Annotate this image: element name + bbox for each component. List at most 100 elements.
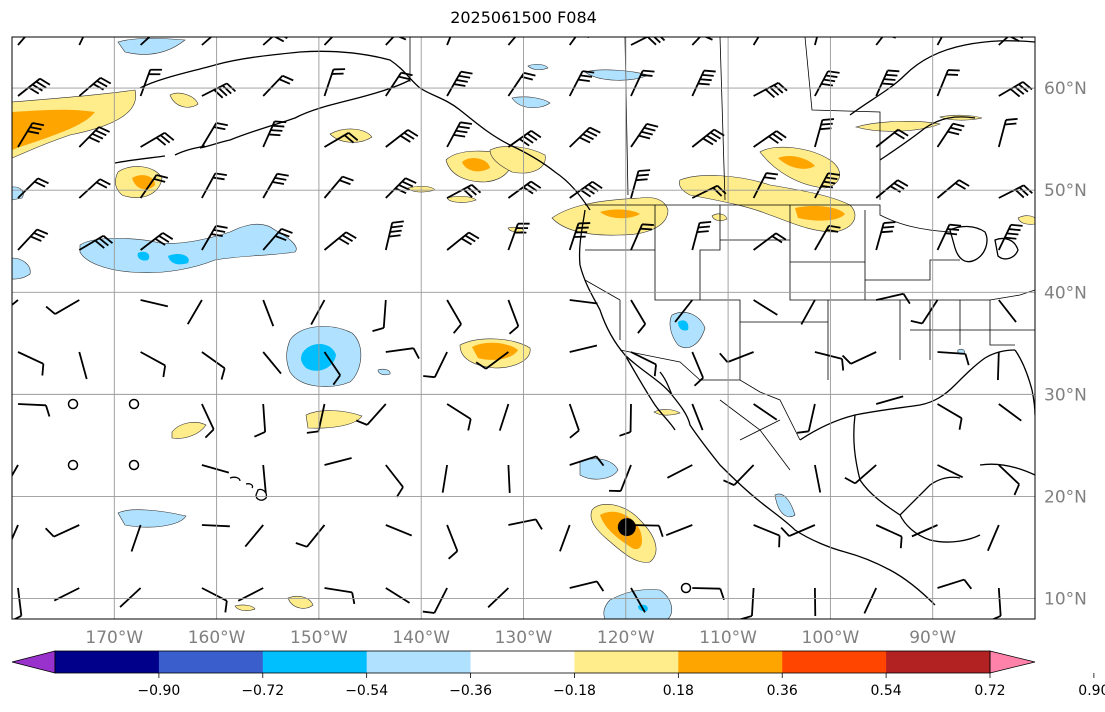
wind-barb <box>691 220 712 251</box>
wind-barb <box>875 128 909 148</box>
colorbar: −0.90 −0.72 −0.54 −0.36 −0.18 0.18 0.36 0.54 0.7… <box>11 650 1105 699</box>
barb-feather <box>162 232 174 240</box>
barb-feather <box>452 323 462 334</box>
barb-staff <box>937 464 964 479</box>
barb-staff <box>569 455 597 466</box>
barb-feather <box>581 30 592 33</box>
wind-barb <box>262 464 267 493</box>
barb-feather <box>535 518 543 530</box>
strong-positive-anomaly-area <box>462 158 490 172</box>
barb-feather <box>653 364 657 377</box>
wind-barb <box>17 177 49 199</box>
wind-barb <box>753 524 781 548</box>
barb-staff <box>752 37 760 46</box>
colorbar-extend-low <box>11 650 56 674</box>
wind-barb <box>12 464 19 478</box>
wind-barb <box>78 234 114 251</box>
coastline-baja <box>624 354 676 431</box>
strong-negative-anomaly-area <box>678 320 689 331</box>
wind-barb <box>385 464 404 498</box>
barb-feather <box>98 126 110 133</box>
barb-feather <box>1013 483 1020 496</box>
barb-feather <box>771 235 783 244</box>
wind-barb <box>910 299 939 325</box>
barb-feather <box>341 234 353 242</box>
barb-feather <box>530 180 542 189</box>
latitude-label: 50°N <box>1044 181 1087 201</box>
barb-feather <box>89 24 101 25</box>
wind-barb <box>630 37 666 46</box>
border-us-states <box>584 205 1035 380</box>
wind-barb <box>630 69 655 97</box>
barb-feather <box>949 25 961 27</box>
barb-feather <box>391 225 403 229</box>
barb-feather <box>407 129 419 137</box>
wind-barb <box>936 122 965 148</box>
barb-feather <box>339 179 351 186</box>
wind-barb <box>936 179 970 199</box>
wind-barb <box>666 464 693 479</box>
wind-barb <box>507 130 542 148</box>
wind-barb <box>186 299 203 325</box>
barb-feather <box>777 82 788 92</box>
wind-barb <box>310 299 326 326</box>
barb-feather <box>213 89 224 99</box>
wind-barb <box>691 128 725 148</box>
barb-feather <box>155 136 167 146</box>
barb-staff <box>987 524 1000 552</box>
barb-staff <box>17 351 44 365</box>
barb-staff <box>569 580 598 589</box>
barb-staff <box>433 587 448 614</box>
wind-barb <box>753 82 788 99</box>
barb-feather <box>219 30 229 36</box>
barb-staff <box>201 37 213 46</box>
wind-barb <box>997 351 1000 381</box>
barb-feather <box>33 232 45 239</box>
barb-staff <box>323 351 341 376</box>
latitude-labels: 60°N 50°N 40°N 30°N 20°N 10°N <box>1044 79 1087 610</box>
wind-barb <box>446 184 482 199</box>
barb-feather <box>949 223 962 227</box>
colorbar-tick-label: 0.54 <box>871 683 902 699</box>
barb-feather <box>456 79 468 83</box>
barb-feather <box>45 405 51 417</box>
barb-staff <box>997 351 1000 381</box>
barb-staff <box>691 351 704 379</box>
barb-feather <box>1009 37 1020 43</box>
barb-staff <box>310 299 326 326</box>
barb-feather <box>827 70 840 74</box>
wind-barb <box>630 122 659 148</box>
wind-barb <box>691 403 704 431</box>
wind-barb <box>875 221 896 251</box>
barb-staff <box>385 587 410 604</box>
wind-barb <box>619 403 632 437</box>
barb-feather <box>522 135 534 144</box>
barb-feather <box>719 588 725 601</box>
wind-barb <box>507 299 520 335</box>
barb-feather <box>457 125 470 130</box>
wind-barb <box>446 299 462 334</box>
barb-feather <box>1018 186 1029 197</box>
barb-feather <box>882 225 895 229</box>
wind-barb <box>863 587 878 614</box>
wind-barb <box>937 351 970 366</box>
barb-feather <box>455 129 468 134</box>
barb-feather <box>389 229 402 233</box>
wind-barb <box>140 232 174 251</box>
barb-feather <box>204 428 215 439</box>
barb-feather <box>281 30 291 36</box>
latitude-label: 60°N <box>1044 79 1087 99</box>
barb-feather <box>697 82 710 86</box>
wind-barb <box>568 30 592 46</box>
barb-feather <box>399 134 411 143</box>
wind-barb <box>17 77 51 97</box>
barb-feather <box>343 134 355 144</box>
barb-staff <box>753 299 778 316</box>
colorbar-tick-label: −0.36 <box>449 683 492 699</box>
barb-feather <box>641 130 653 136</box>
barb-feather <box>1005 117 1018 121</box>
barb-feather <box>1023 184 1033 194</box>
wind-barb <box>753 232 787 251</box>
wind-barb <box>568 70 595 97</box>
barb-staff <box>262 37 274 46</box>
